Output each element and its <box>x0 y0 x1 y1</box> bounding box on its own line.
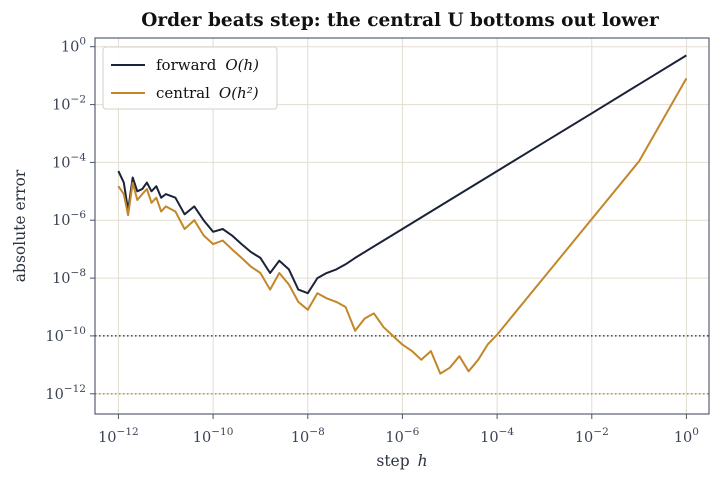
x-tick-label: 10−4 <box>480 426 514 446</box>
x-tick-exponent: 0 <box>692 426 699 438</box>
y-tick-base: 10 <box>52 271 70 287</box>
x-tick-label: 10−8 <box>291 426 325 446</box>
y-tick-label: 10−12 <box>45 383 86 403</box>
x-tick-base: 10 <box>193 430 211 446</box>
x-axis-ticks: 10−12 10−10 10−8 10−6 10−4 10−2 100 <box>98 414 699 446</box>
y-axis-label: absolute error <box>11 169 29 282</box>
y-tick-label: 10−4 <box>52 151 86 171</box>
y-tick-label: 10−10 <box>45 325 86 345</box>
legend-order-forward: O(h) <box>225 56 259 74</box>
series-line-forward <box>117 54 687 295</box>
y-tick-base: 10 <box>45 329 63 345</box>
x-tick-exponent: −2 <box>593 426 608 438</box>
y-tick-exponent: 0 <box>79 36 86 48</box>
x-tick-base: 10 <box>98 430 116 446</box>
chart-title: Order beats step: the central U bottoms … <box>141 10 659 31</box>
y-tick-exponent: −2 <box>71 94 86 106</box>
legend-entry-forward: forward O(h) <box>156 56 259 74</box>
y-tick-exponent: −10 <box>64 325 86 337</box>
x-tick-label: 10−10 <box>193 426 234 446</box>
y-tick-label: 100 <box>61 36 86 56</box>
x-tick-exponent: −8 <box>309 426 324 438</box>
y-tick-exponent: −4 <box>71 151 87 163</box>
legend-label-central: central <box>156 84 210 102</box>
legend-box <box>102 46 278 110</box>
y-tick-label: 10−8 <box>52 267 86 287</box>
y-tick-base: 10 <box>52 98 70 114</box>
y-tick-label: 10−6 <box>52 209 86 229</box>
x-tick-label: 10−2 <box>575 426 609 446</box>
legend-entry-central: central O(h²) <box>156 84 259 102</box>
x-tick-label: 10−12 <box>98 426 139 446</box>
x-axis-label: step h <box>376 452 427 470</box>
x-axis-label-text: step <box>376 452 409 470</box>
y-tick-exponent: −6 <box>71 209 87 221</box>
x-tick-base: 10 <box>291 430 309 446</box>
series-layer <box>117 54 688 375</box>
y-tick-exponent: −8 <box>71 267 86 279</box>
y-tick-base: 10 <box>52 155 70 171</box>
x-tick-label: 100 <box>674 426 699 446</box>
x-axis-label-var: h <box>418 452 428 470</box>
x-tick-base: 10 <box>674 430 692 446</box>
x-tick-base: 10 <box>480 430 498 446</box>
x-tick-exponent: −10 <box>211 426 233 438</box>
y-tick-base: 10 <box>61 40 79 56</box>
x-tick-base: 10 <box>575 430 593 446</box>
x-tick-label: 10−6 <box>385 426 419 446</box>
x-tick-base: 10 <box>385 430 403 446</box>
legend: forward O(h) central O(h²) <box>102 46 278 110</box>
y-tick-exponent: −12 <box>64 383 86 395</box>
legend-label-forward: forward <box>156 56 217 74</box>
y-tick-base: 10 <box>52 213 70 229</box>
legend-order-central: O(h²) <box>219 84 259 102</box>
x-tick-exponent: −12 <box>117 426 139 438</box>
x-tick-exponent: −4 <box>499 426 515 438</box>
y-tick-base: 10 <box>45 387 63 403</box>
x-tick-exponent: −6 <box>404 426 420 438</box>
series-line-central <box>117 77 688 375</box>
y-tick-label: 10−2 <box>52 94 86 114</box>
